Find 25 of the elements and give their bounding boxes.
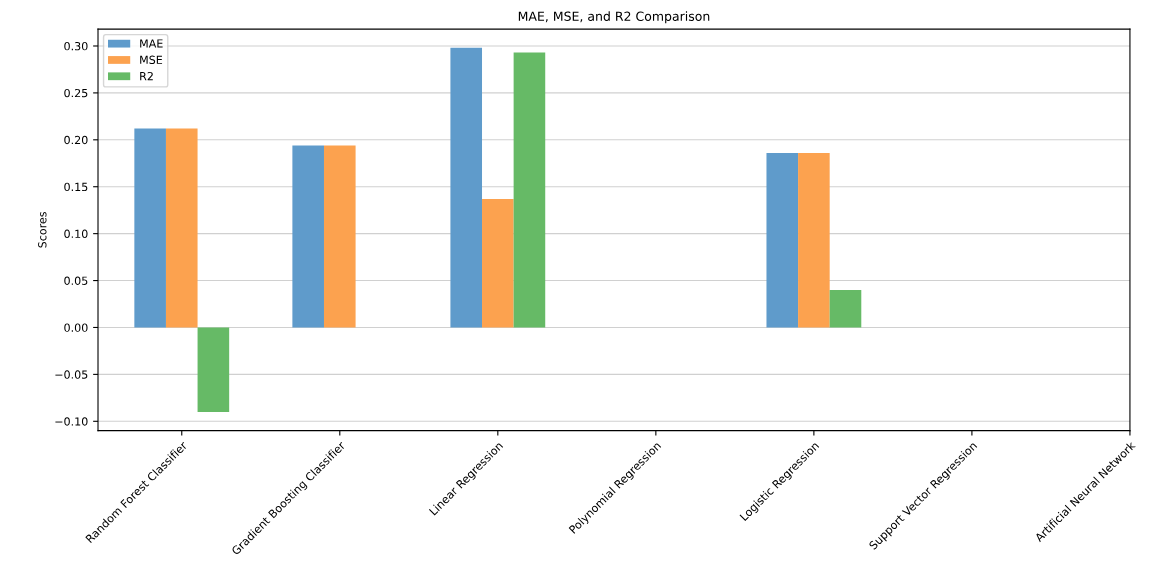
- bar: [829, 289, 862, 328]
- chart-title: MAE, MSE, and R2 Comparison: [518, 11, 710, 24]
- bar: [292, 145, 324, 328]
- bar: [482, 198, 514, 328]
- bar: [197, 327, 230, 412]
- bar: [323, 145, 356, 328]
- y-tick-label: 0.20: [64, 135, 88, 145]
- bar: [165, 128, 198, 328]
- bar: [134, 128, 166, 328]
- y-tick-label: −0.10: [55, 417, 88, 426]
- bar: [513, 52, 546, 328]
- y-tick-label: 0.25: [64, 88, 88, 98]
- legend-label: R2: [140, 71, 153, 81]
- y-tick-label: 0.15: [64, 182, 88, 192]
- legend-label: MAE: [140, 39, 163, 48]
- bar: [798, 152, 830, 328]
- y-tick-label: 0.05: [64, 276, 88, 285]
- y-tick-label: 0.30: [64, 41, 88, 51]
- legend-label: MSE: [140, 55, 163, 65]
- y-tick-label: −0.05: [55, 370, 88, 379]
- bar: [766, 152, 799, 328]
- y-axis-title: Scores: [38, 211, 47, 248]
- y-tick-label: 0.10: [64, 229, 88, 239]
- y-tick-label: 0.00: [64, 323, 88, 332]
- bar: [450, 47, 483, 328]
